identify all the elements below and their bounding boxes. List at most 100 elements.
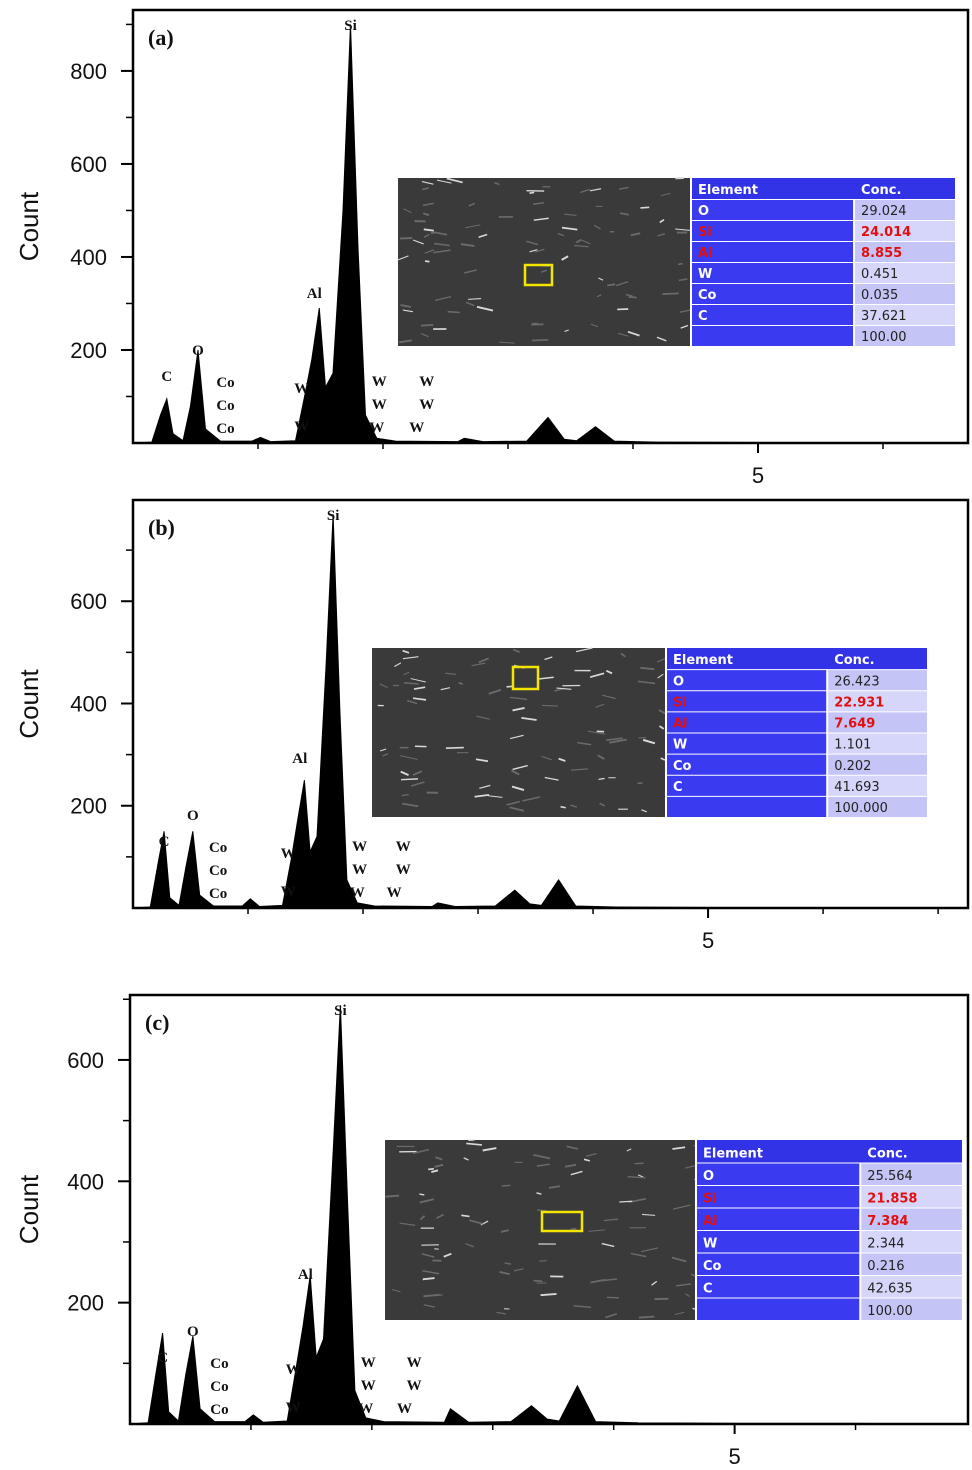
concentration-total: 100.00 xyxy=(867,1304,913,1319)
concentration: 7.384 xyxy=(867,1214,908,1229)
peak-label: Co xyxy=(209,886,227,902)
element-cell xyxy=(692,200,853,220)
peak-label: W xyxy=(419,374,434,390)
peak-label: O xyxy=(187,808,199,824)
sem-image xyxy=(398,178,690,346)
element-name: Al xyxy=(703,1214,718,1229)
sem-texture xyxy=(530,192,535,193)
y-axis-label: Count xyxy=(14,1174,44,1244)
element-name: C xyxy=(703,1282,713,1297)
peak-label: Al xyxy=(298,1267,313,1283)
concentration-total: 100.000 xyxy=(834,801,888,816)
element-name: Co xyxy=(698,288,717,303)
element-cell xyxy=(697,1164,859,1186)
sem-texture xyxy=(448,312,460,313)
element-name: C xyxy=(673,780,683,795)
element-cell xyxy=(667,734,826,754)
concentration: 7.649 xyxy=(834,717,875,732)
peak-label: W xyxy=(358,1401,373,1417)
element-name: C xyxy=(698,309,708,324)
element-cell xyxy=(667,691,826,711)
sem-texture xyxy=(461,1215,469,1216)
element-cell xyxy=(667,712,826,732)
figure: 2004006008005(a)CountCOCoCoCoAlSiWWWWWWW… xyxy=(0,0,972,1470)
peak-label: C xyxy=(159,834,170,850)
element-name: W xyxy=(703,1237,717,1252)
concentration: 42.635 xyxy=(867,1282,913,1297)
peak-label: W xyxy=(372,374,387,390)
panel-label: (b) xyxy=(148,515,175,540)
table-header-cell: Element xyxy=(703,1147,763,1162)
peak-label: W xyxy=(352,839,367,855)
element-name: O xyxy=(698,204,709,219)
concentration: 29.024 xyxy=(861,204,907,219)
element-cell xyxy=(697,1276,859,1298)
concentration: 0.202 xyxy=(834,759,871,774)
peak-label: W xyxy=(372,397,387,413)
peak-label: W xyxy=(397,1401,412,1417)
element-name: Si xyxy=(698,225,712,240)
concentration: 25.564 xyxy=(867,1169,913,1184)
y-tick-label: 600 xyxy=(70,589,107,614)
peak-label: W xyxy=(294,419,309,435)
peak-label: W xyxy=(409,420,424,436)
sem-texture xyxy=(541,1294,557,1295)
concentration: 8.855 xyxy=(861,246,902,261)
sem-texture xyxy=(401,779,418,780)
y-tick-label: 800 xyxy=(70,59,107,84)
sem-texture xyxy=(663,293,679,294)
peak-label: W xyxy=(387,885,402,901)
concentration: 41.693 xyxy=(834,780,880,795)
y-tick-label: 400 xyxy=(70,245,107,270)
x-tick-label: 5 xyxy=(752,463,764,488)
concentration: 37.621 xyxy=(861,309,907,324)
sem-texture xyxy=(425,261,429,262)
table-header-cell: Element xyxy=(698,183,758,198)
element-cell xyxy=(692,242,853,262)
x-tick-label: 5 xyxy=(728,1444,740,1469)
element-cell xyxy=(692,305,853,325)
peak-label: Co xyxy=(216,421,234,437)
sem-texture xyxy=(640,207,649,208)
sem-texture xyxy=(532,340,548,341)
element-cell xyxy=(697,1209,859,1231)
sem-texture xyxy=(692,1308,695,1309)
concentration: 0.216 xyxy=(867,1259,904,1274)
sem-texture xyxy=(534,1281,543,1282)
sem-texture xyxy=(607,284,615,285)
element-cell xyxy=(692,263,853,283)
peak-label: O xyxy=(187,1324,199,1340)
element-name: O xyxy=(703,1169,714,1184)
peak-label: Co xyxy=(210,1379,228,1395)
element-name: Co xyxy=(673,759,692,774)
sem-texture xyxy=(542,705,558,706)
sem-image xyxy=(372,648,665,817)
element-name: W xyxy=(673,738,687,753)
peak-label: Si xyxy=(327,508,340,524)
peak-label: C xyxy=(161,369,172,385)
peak-label: W xyxy=(396,839,411,855)
sem-texture xyxy=(619,1201,632,1202)
y-tick-label: 600 xyxy=(67,1048,104,1073)
table-header-cell: Conc. xyxy=(867,1147,907,1162)
peak-label: Si xyxy=(334,1003,347,1019)
peak-label: W xyxy=(286,1362,301,1378)
element-name: Si xyxy=(673,695,687,710)
element-name: W xyxy=(698,267,712,282)
peak-label: W xyxy=(361,1355,376,1371)
peak-label: Al xyxy=(307,286,322,302)
sem-texture xyxy=(502,1185,511,1186)
table-header-cell: Conc. xyxy=(834,653,874,668)
peak-label: W xyxy=(396,862,411,878)
sem-texture xyxy=(428,1169,434,1170)
y-tick-label: 200 xyxy=(67,1291,104,1316)
sem-image xyxy=(385,1140,695,1320)
sem-texture xyxy=(607,1297,619,1298)
peak-label: Co xyxy=(209,840,227,856)
table-header-cell: Element xyxy=(673,653,733,668)
element-cell xyxy=(692,221,853,241)
y-tick-label: 600 xyxy=(70,152,107,177)
element-cell xyxy=(667,670,826,690)
peak-label: C xyxy=(157,1350,168,1366)
x-tick-label: 5 xyxy=(702,928,714,953)
